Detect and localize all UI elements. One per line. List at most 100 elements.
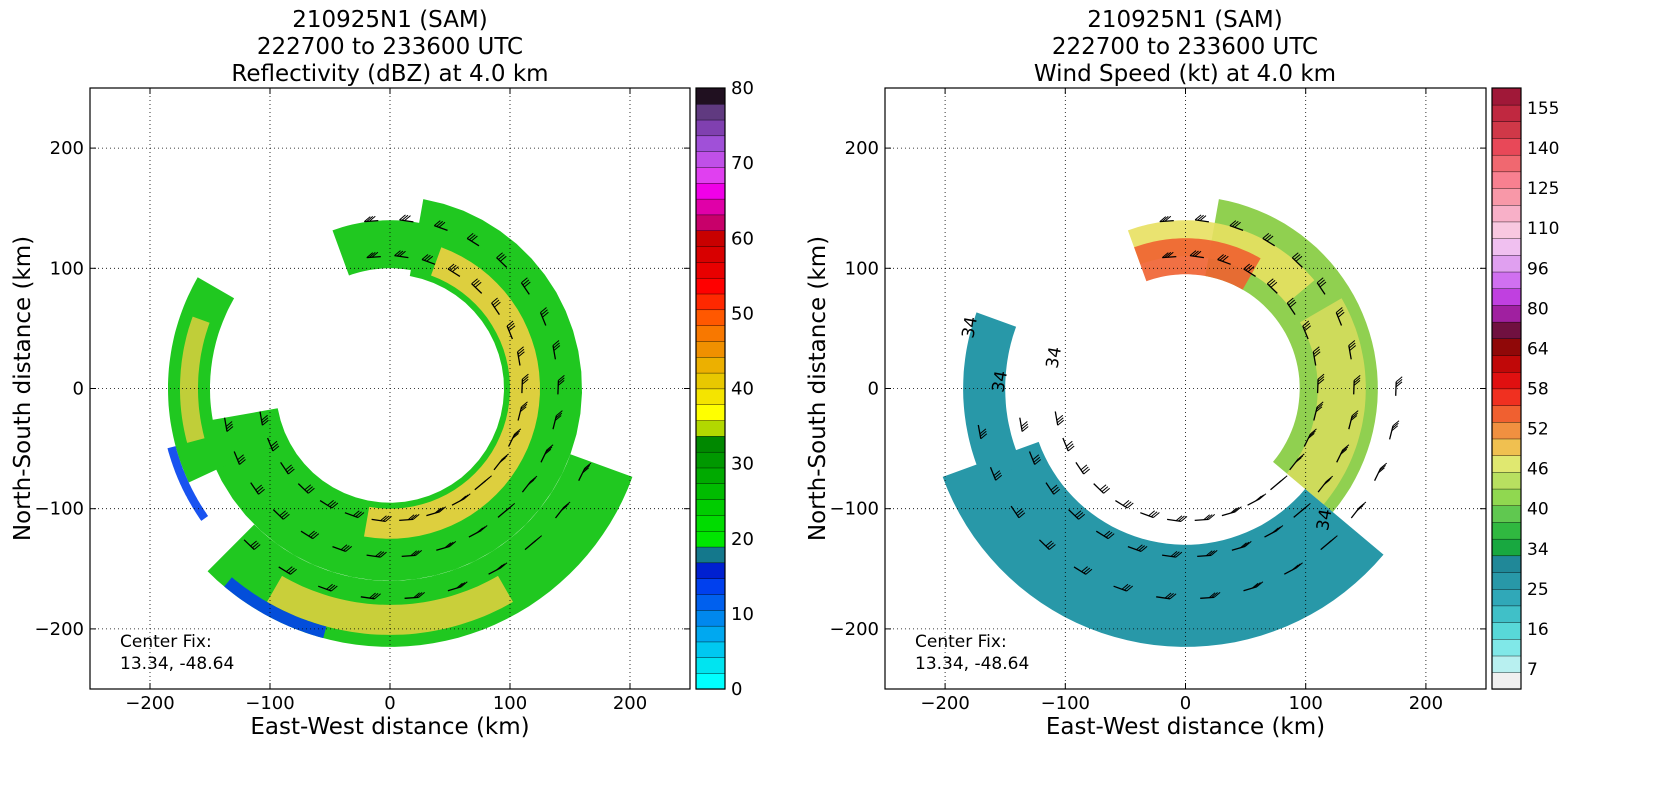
wind-barb-flag xyxy=(1341,446,1349,453)
wind-barb-flag xyxy=(1254,582,1261,588)
wind-barb-flag xyxy=(1180,516,1188,522)
colorbar-swatch xyxy=(1491,488,1522,506)
wind-barb-flag xyxy=(1056,414,1064,421)
wind-barb-flag xyxy=(492,299,500,306)
wind-barb-flag xyxy=(1243,263,1251,270)
wind-barb-flag xyxy=(410,550,418,557)
wind-barb xyxy=(471,283,483,294)
colorbar-swatch xyxy=(695,514,726,532)
wind-barb-flag xyxy=(1230,507,1237,514)
wind-barb-flag xyxy=(418,592,425,598)
wind-barb-flag xyxy=(504,506,512,513)
wind-barb-flag xyxy=(541,309,548,316)
wind-barb xyxy=(399,219,414,223)
colorbar-swatch xyxy=(695,309,726,326)
colorbar-swatch xyxy=(1491,571,1522,590)
wind-barb-flag xyxy=(434,507,442,514)
wind-barb-flag xyxy=(345,546,353,552)
wind-barb-flag xyxy=(1232,507,1240,513)
wind-barb-flag xyxy=(1293,254,1301,260)
wind-barb-flag xyxy=(413,592,420,599)
wind-barb-flag xyxy=(285,566,293,572)
wind-barb-flag xyxy=(512,433,519,439)
wind-barb-flag xyxy=(1336,309,1344,316)
colorbar-tick-label: 64 xyxy=(1527,339,1549,359)
wind-barb-flag xyxy=(369,592,376,599)
center-fix-annotation: Center Fix: xyxy=(915,632,1007,652)
wind-barb xyxy=(1189,254,1204,259)
wind-barb-flag xyxy=(261,417,269,424)
x-tick-label: −200 xyxy=(125,693,174,714)
colorbar-swatch xyxy=(695,625,726,643)
wind-barb-flag xyxy=(1197,214,1204,221)
colorbar-tick-label: 40 xyxy=(731,379,754,400)
wind-barb-flag xyxy=(1170,551,1178,557)
wind-barb-flag xyxy=(371,593,379,599)
colorbar-tick-label: 0 xyxy=(731,679,742,700)
wind-barb-flag xyxy=(1034,459,1042,465)
wind-barb-flag xyxy=(252,542,259,549)
wind-barb xyxy=(394,254,409,259)
wind-barb-flag xyxy=(1262,233,1270,239)
colorbar-tick-label: 16 xyxy=(1527,620,1549,640)
wind-barb-flag xyxy=(1316,277,1324,284)
colorbar-swatch xyxy=(1491,121,1522,139)
wind-barb-flag xyxy=(270,440,278,447)
wind-barb-flag xyxy=(444,542,452,549)
contour-label: 34 xyxy=(958,315,981,340)
wind-barb-flag xyxy=(1136,544,1143,551)
wind-barb-flag xyxy=(1257,494,1265,501)
wind-barb-flag xyxy=(481,478,489,485)
colorbar-swatch xyxy=(1491,104,1522,122)
wind-barb-flag xyxy=(1150,511,1158,518)
wind-barb-flag xyxy=(394,250,401,256)
wind-barb-flag xyxy=(1378,467,1385,474)
wind-barb-flag xyxy=(340,544,348,551)
wind-barb-flag xyxy=(1076,512,1084,518)
wind-barb xyxy=(1068,509,1080,520)
wind-barb-flag xyxy=(1080,464,1088,471)
wind-barb-flag xyxy=(308,487,315,494)
wind-barb-flag xyxy=(1083,567,1091,574)
wind-barb-flag xyxy=(238,456,245,463)
wind-barb-flag xyxy=(1208,592,1216,599)
wind-barb-flag xyxy=(1126,585,1134,592)
wind-barb-flag xyxy=(1105,531,1113,538)
wind-barb-flag xyxy=(1337,311,1345,318)
wind-barb-flag xyxy=(1302,320,1310,327)
colorbar-swatch xyxy=(695,214,726,231)
wind-barb-flag xyxy=(1310,428,1317,435)
wind-barb-flag xyxy=(496,252,503,259)
wind-barb-flag xyxy=(1199,215,1207,221)
wind-barb-flag xyxy=(499,457,506,464)
wind-barb-flag xyxy=(540,307,547,313)
wind-barb-flag xyxy=(1340,448,1348,455)
colorbar-swatch xyxy=(1491,588,1522,607)
wind-barb-flag xyxy=(285,464,292,471)
wind-barb-flag xyxy=(456,582,463,589)
wind-barb-flag xyxy=(1205,550,1213,557)
wind-barb-flag xyxy=(460,581,468,588)
colorbar-swatch xyxy=(695,530,726,548)
x-tick-label: 0 xyxy=(384,693,395,714)
wind-barb-flag xyxy=(421,254,429,260)
wind-barb-flag xyxy=(521,378,529,385)
wind-barb-flag xyxy=(518,351,525,358)
wind-barb-flag xyxy=(1353,375,1361,381)
wind-barb-flag xyxy=(385,516,392,522)
y-tick-label: 100 xyxy=(50,258,84,279)
wind-barb-flag xyxy=(449,264,457,271)
colorbar-tick-label: 80 xyxy=(731,78,754,99)
wind-barb-flag xyxy=(1335,307,1343,313)
colorbar-swatch xyxy=(695,578,726,595)
storm-field: 34 34 34 34 xyxy=(942,199,1403,647)
colorbar-swatch xyxy=(1491,421,1522,440)
wind-barb-flag xyxy=(1392,420,1400,427)
wind-barb-flag xyxy=(1032,454,1040,461)
wind-barb-flag xyxy=(558,375,565,381)
wind-barb-flag xyxy=(1121,583,1129,590)
wind-band-west xyxy=(963,312,1023,483)
y-tick-label: 0 xyxy=(868,379,879,400)
wind-barb-flag xyxy=(1211,592,1218,598)
